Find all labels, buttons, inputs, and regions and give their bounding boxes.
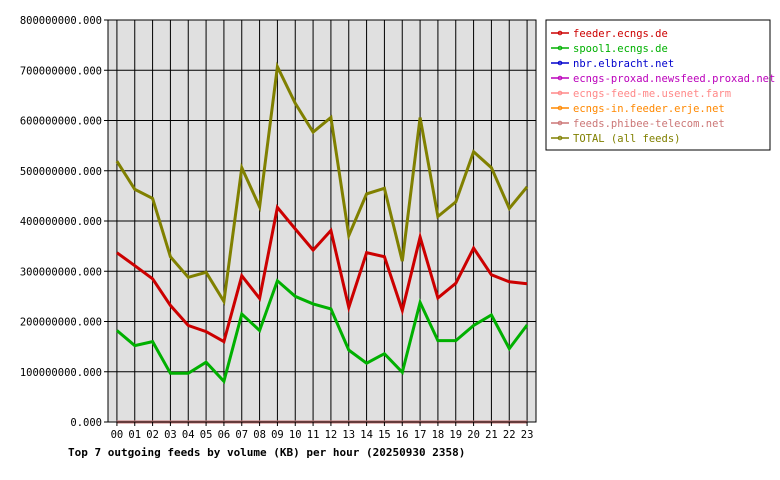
series-line-1 <box>115 278 529 385</box>
legend-marker <box>557 75 563 81</box>
x-tick-label: 06 <box>218 429 231 441</box>
x-tick-label: 00 <box>111 429 124 441</box>
x-tick-label: 01 <box>128 429 141 441</box>
x-axis-ticks: 00 01 02 03 04 05 06 07 08 09 10 11 12 13 14 15 16 17 18 19… <box>111 422 534 441</box>
series-line-0 <box>116 204 528 344</box>
y-axis-ticks: 0.000 100000000.000 200000000.000 300000000… <box>20 15 108 429</box>
x-tick-label: 19 <box>449 429 462 441</box>
y-tick-label: 0.000 <box>70 417 102 429</box>
y-tick-label: 300000000.000 <box>20 266 102 278</box>
y-tick-label: 400000000.000 <box>20 216 102 228</box>
x-tick-label: 14 <box>360 429 373 441</box>
x-tick-label: 11 <box>307 429 320 441</box>
x-tick-label: 18 <box>432 429 445 441</box>
y-tick-label: 800000000.000 <box>20 15 102 27</box>
y-tick-label: 100000000.000 <box>20 367 102 379</box>
x-tick-label: 03 <box>164 429 177 441</box>
legend-label: spool1.ecngs.de <box>573 43 668 55</box>
legend-label: feeder.ecngs.de <box>573 28 668 40</box>
legend-marker <box>557 135 563 141</box>
series-line-7 <box>115 61 529 306</box>
x-tick-label: 04 <box>182 429 195 441</box>
x-tick-label: 21 <box>485 429 498 441</box>
x-tick-label: 05 <box>200 429 213 441</box>
y-tick-label: 700000000.000 <box>20 65 102 77</box>
x-tick-label: 17 <box>414 429 427 441</box>
x-tick-label: 22 <box>503 429 516 441</box>
x-tick-label: 10 <box>289 429 302 441</box>
legend: feeder.ecngs.de spool1.ecngs.de nbr.elbrac… <box>545 19 775 151</box>
x-tick-label: 02 <box>146 429 159 441</box>
x-tick-label: 12 <box>325 429 338 441</box>
y-tick-label: 500000000.000 <box>20 166 102 178</box>
legend-marker <box>557 30 563 36</box>
x-tick-label: 08 <box>253 429 266 441</box>
chart-title: Top 7 outgoing feeds by volume (KB) per … <box>68 446 465 459</box>
legend-marker <box>557 120 563 126</box>
x-tick-label: 15 <box>378 429 391 441</box>
legend-label: ecngs-in.feeder.erje.net <box>573 103 725 115</box>
legend-marker <box>557 45 563 51</box>
legend-marker <box>557 105 563 111</box>
x-tick-label: 16 <box>396 429 409 441</box>
x-tick-label: 09 <box>271 429 284 441</box>
legend-label: ecngs-feed-me.usenet.farm <box>573 88 731 100</box>
x-tick-label: 23 <box>521 429 534 441</box>
legend-marker <box>557 90 563 96</box>
legend-label: nbr.elbracht.net <box>573 58 674 70</box>
x-tick-label: 20 <box>467 429 480 441</box>
legend-label: TOTAL (all feeds) <box>573 133 680 145</box>
x-tick-label: 13 <box>342 429 355 441</box>
legend-label: ecngs-proxad.newsfeed.proxad.net <box>573 73 775 85</box>
legend-box <box>545 19 771 151</box>
y-tick-label: 600000000.000 <box>20 116 102 128</box>
x-tick-label: 07 <box>235 429 248 441</box>
legend-marker <box>557 60 563 66</box>
legend-label: feeds.phibee-telecom.net <box>573 118 725 130</box>
y-tick-label: 200000000.000 <box>20 317 102 329</box>
